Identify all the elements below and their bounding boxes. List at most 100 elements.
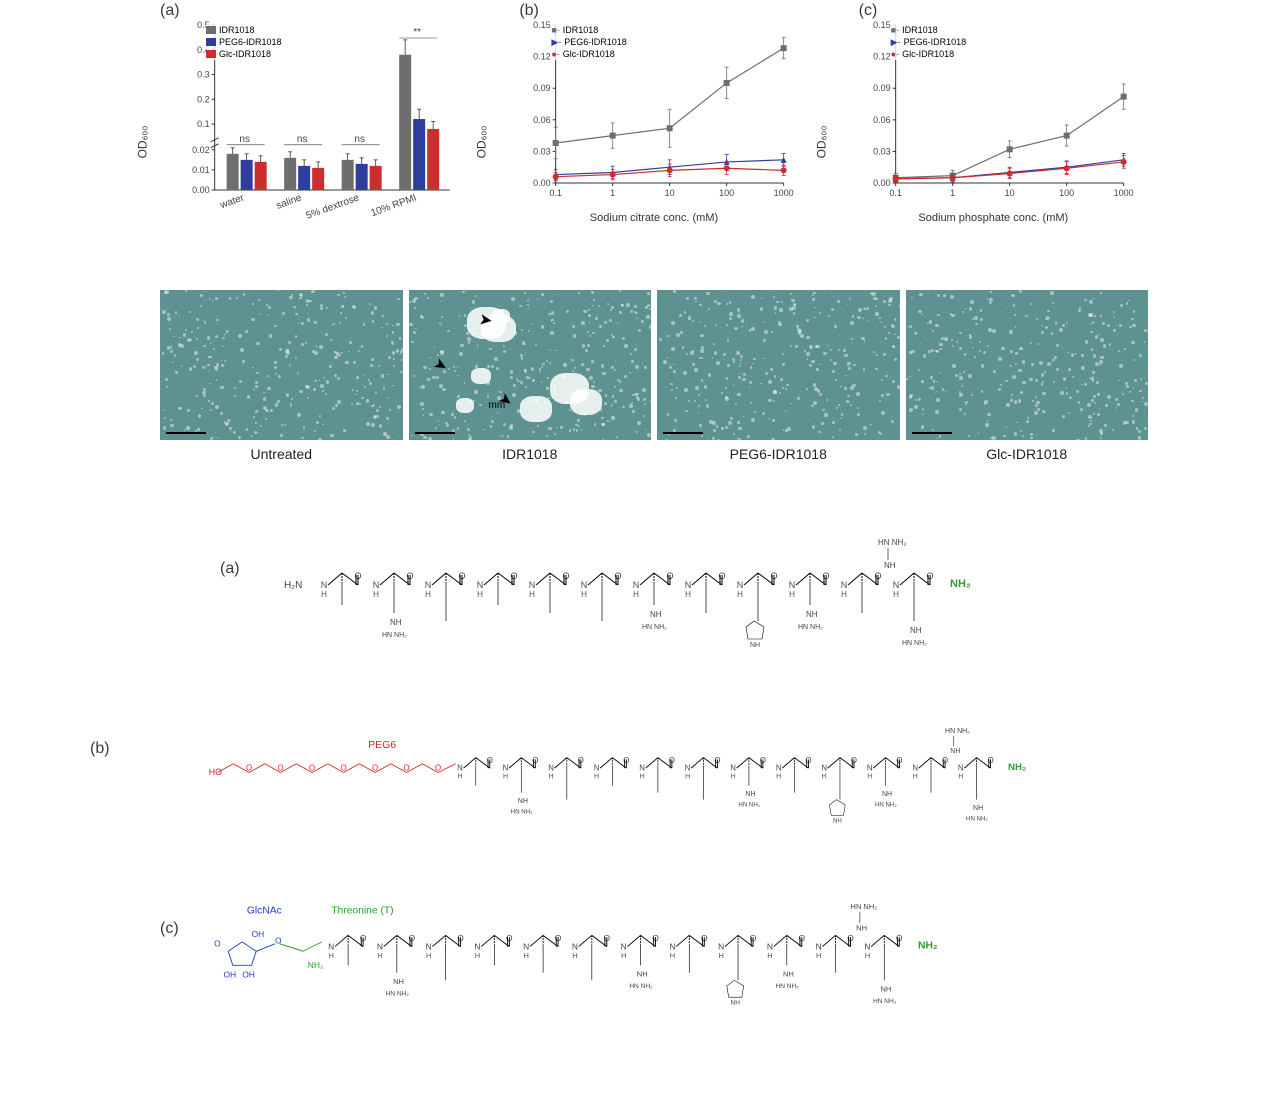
svg-text:NH: NH	[806, 610, 818, 619]
svg-text:H: H	[893, 590, 899, 599]
y-axis-label: OD₆₀₀	[475, 126, 489, 159]
svg-text:HN NH₂: HN NH₂	[902, 640, 927, 647]
svg-text:HN NH₂: HN NH₂	[642, 624, 667, 631]
svg-text:N: N	[633, 580, 640, 590]
svg-text:NH: NH	[745, 791, 755, 798]
y-axis-label: OD₆₀₀	[135, 126, 149, 159]
svg-text:NH₂: NH₂	[918, 940, 938, 951]
svg-text:NH: NH	[390, 618, 402, 627]
svg-text:NH: NH	[637, 970, 648, 979]
svg-text:N: N	[841, 580, 848, 590]
svg-text:HN NH₂: HN NH₂	[738, 802, 760, 809]
svg-text:NH: NH	[783, 970, 794, 979]
svg-text:10: 10	[1004, 188, 1014, 198]
svg-text:1: 1	[950, 188, 955, 198]
svg-text:NH: NH	[910, 626, 922, 635]
svg-text:H: H	[670, 951, 675, 960]
svg-text:N: N	[377, 941, 383, 951]
svg-text:100: 100	[719, 188, 734, 198]
svg-text:10: 10	[665, 188, 675, 198]
svg-text:HN NH₂: HN NH₂	[873, 998, 897, 1005]
legend-item: IDR1018	[563, 24, 599, 36]
chemical-structure-svg: GlcNAcThreonine (T)OOHOHOHONH₂NHONHONHHN…	[200, 890, 1128, 1050]
svg-text:0.3: 0.3	[197, 70, 210, 80]
svg-text:0.09: 0.09	[533, 83, 551, 93]
svg-text:N: N	[639, 764, 645, 773]
micro-caption: PEG6-IDR1018	[657, 446, 900, 462]
chemical-structure-svg: HOOOOOOOOPEG6NHONHONHHN NH2HN NH₂NHONHON…	[200, 710, 1128, 870]
svg-text:0.01: 0.01	[192, 165, 210, 175]
micro-caption: IDR1018	[409, 446, 652, 462]
micro-panel: Glc-IDR1018	[906, 290, 1149, 462]
svg-text:1000: 1000	[774, 188, 794, 198]
svg-text:1000: 1000	[1113, 188, 1133, 198]
svg-text:HN NH₂: HN NH₂	[629, 983, 653, 990]
svg-text:HN NH₂: HN NH₂	[798, 624, 823, 631]
panel-c: (c) ■-IDR1018 ▶-PEG6-IDR1018 ●-Glc-IDR10…	[839, 20, 1148, 250]
panel-a-label: (a)	[160, 2, 180, 20]
svg-text:HO: HO	[209, 767, 222, 777]
svg-text:N: N	[867, 764, 873, 773]
svg-text:100: 100	[1059, 188, 1074, 198]
legend-item: IDR1018	[902, 24, 938, 36]
svg-text:5% dextrose: 5% dextrose	[305, 192, 361, 221]
svg-text:NH: NH	[750, 642, 760, 649]
svg-text:NH₂: NH₂	[308, 960, 323, 970]
panel-label: (a)	[220, 560, 240, 578]
svg-text:N: N	[893, 580, 900, 590]
x-axis-label: Sodium citrate conc. (mM)	[499, 212, 808, 224]
micro-panel: ➤➤➤mm IDR1018	[409, 290, 652, 462]
svg-text:H: H	[475, 951, 480, 960]
svg-text:0.00: 0.00	[873, 178, 891, 188]
panel-c-label: (c)	[859, 2, 878, 20]
panel-b-legend: ■-IDR1018 ▶-PEG6-IDR1018 ●-Glc-IDR1018	[551, 24, 626, 60]
microscopy-image	[160, 290, 403, 440]
svg-text:N: N	[594, 764, 600, 773]
svg-text:H: H	[377, 951, 382, 960]
chem-panel-a: (a) H₂NNHONHONHHN NH2HN NH₂NHONHONHONHON…	[200, 530, 1128, 690]
svg-text:H: H	[789, 590, 795, 599]
svg-text:H: H	[737, 590, 743, 599]
legend-item: PEG6-IDR1018	[904, 36, 967, 48]
svg-text:N: N	[548, 764, 554, 773]
legend-item: Glc-IDR1018	[219, 48, 271, 60]
svg-text:N: N	[718, 941, 724, 951]
svg-text:PEG6: PEG6	[368, 739, 396, 751]
svg-text:N: N	[730, 764, 736, 773]
svg-text:**: **	[413, 27, 421, 38]
svg-text:N: N	[821, 764, 827, 773]
legend-item: PEG6-IDR1018	[219, 36, 282, 48]
svg-text:N: N	[321, 580, 328, 590]
svg-text:H: H	[867, 774, 872, 781]
panel-label: (b)	[90, 740, 110, 758]
panel-b: (b) ■-IDR1018 ▶-PEG6-IDR1018 ●-Glc-IDR10…	[499, 20, 808, 250]
legend-item: Glc-IDR1018	[563, 48, 615, 60]
svg-text:0.2: 0.2	[197, 94, 210, 104]
micro-caption: Untreated	[160, 446, 403, 462]
svg-text:0.1: 0.1	[889, 188, 902, 198]
svg-text:N: N	[474, 941, 480, 951]
svg-text:ns: ns	[354, 134, 365, 145]
svg-text:0.03: 0.03	[533, 146, 551, 156]
svg-text:H: H	[776, 774, 781, 781]
svg-text:H: H	[913, 774, 918, 781]
svg-text:H: H	[640, 774, 645, 781]
svg-text:H: H	[822, 774, 827, 781]
svg-text:GlcNAc: GlcNAc	[247, 906, 282, 917]
chem-panel-c: (c) GlcNAcThreonine (T)OOHOHOHONH₂NHONHO…	[200, 890, 1128, 1050]
svg-text:H: H	[457, 774, 462, 781]
panel-b-label: (b)	[519, 2, 539, 20]
svg-text:NH: NH	[833, 817, 842, 824]
svg-text:0.12: 0.12	[873, 52, 891, 62]
svg-text:NH: NH	[881, 985, 892, 994]
svg-text:OH: OH	[223, 969, 236, 979]
svg-text:N: N	[529, 580, 536, 590]
svg-text:N: N	[669, 941, 675, 951]
svg-text:H: H	[685, 590, 691, 599]
svg-text:H: H	[477, 590, 483, 599]
svg-text:N: N	[581, 580, 588, 590]
y-axis-label: OD₆₀₀	[814, 126, 828, 159]
svg-text:O: O	[214, 939, 221, 949]
svg-text:H: H	[633, 590, 639, 599]
svg-text:NH: NH	[884, 561, 896, 570]
